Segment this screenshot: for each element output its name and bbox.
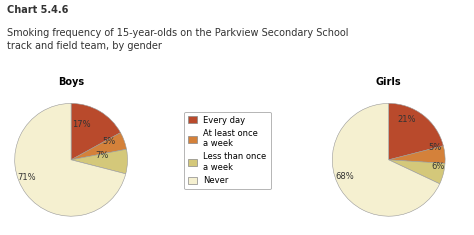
Text: 21%: 21% — [398, 115, 416, 124]
Text: 6%: 6% — [432, 162, 445, 171]
Wedge shape — [71, 133, 127, 160]
Text: 68%: 68% — [335, 172, 354, 181]
Legend: Every day, At least once
a week, Less than once
a week, Never: Every day, At least once a week, Less th… — [184, 112, 271, 189]
Wedge shape — [71, 149, 128, 174]
Wedge shape — [332, 103, 440, 216]
Wedge shape — [389, 160, 445, 184]
Title: Boys: Boys — [58, 77, 84, 87]
Text: 7%: 7% — [95, 151, 109, 160]
Text: 71%: 71% — [18, 173, 36, 182]
Title: Girls: Girls — [376, 77, 401, 87]
Text: Smoking frequency of 15-year-olds on the Parkview Secondary School
track and fie: Smoking frequency of 15-year-olds on the… — [7, 28, 348, 51]
Wedge shape — [15, 103, 126, 216]
Text: 5%: 5% — [428, 143, 442, 152]
Wedge shape — [389, 103, 443, 160]
Text: 17%: 17% — [72, 120, 91, 129]
Wedge shape — [71, 103, 120, 160]
Text: Chart 5.4.6: Chart 5.4.6 — [7, 5, 68, 15]
Text: 5%: 5% — [103, 137, 116, 146]
Wedge shape — [389, 146, 445, 163]
